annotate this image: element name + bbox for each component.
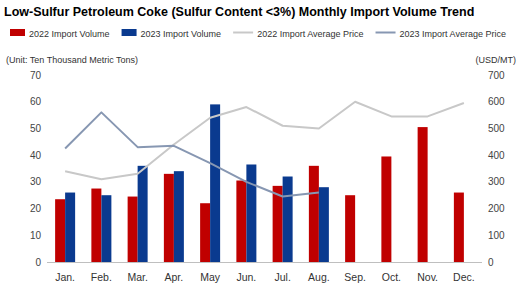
- x-tick-label: Nov.: [417, 271, 438, 283]
- x-tick-label: Apr.: [165, 271, 184, 283]
- line: [65, 112, 319, 196]
- y-tick: [44, 208, 47, 209]
- bar: [164, 174, 174, 262]
- y-tick: [44, 128, 47, 129]
- title: Low-Sulfur Petroleum Coke (Sulfur Conten…: [4, 5, 474, 19]
- legend-swatch: [10, 29, 25, 36]
- x-tick-label: Mar.: [127, 271, 147, 283]
- y2-tick: [482, 208, 485, 209]
- y-tick-label: 0: [35, 257, 41, 268]
- bar: [309, 166, 319, 262]
- chart: Low-Sulfur Petroleum Coke (Sulfur Conten…: [0, 0, 522, 297]
- bar: [418, 127, 428, 262]
- legend-swatch: [122, 29, 137, 36]
- y2-tick-label: 300: [488, 176, 505, 187]
- y2-tick: [482, 155, 485, 156]
- y2-tick-label: 700: [488, 70, 505, 81]
- y2-tick: [482, 101, 485, 102]
- line: [65, 102, 464, 179]
- y2-tick-label: 200: [488, 203, 505, 214]
- x-tick-label: Feb.: [91, 271, 112, 283]
- y2-tick-label: 100: [488, 230, 505, 241]
- x-tick-label: Sep.: [344, 271, 366, 283]
- x-axis: [47, 262, 482, 263]
- y2-tick: [482, 75, 485, 76]
- y-tick: [44, 155, 47, 156]
- legend-label: 2022 Import Average Price: [257, 29, 363, 39]
- y-tick: [44, 101, 47, 102]
- bar: [65, 193, 75, 262]
- y-tick-label: 40: [30, 150, 42, 161]
- bar: [283, 177, 293, 262]
- y2-tick: [482, 262, 485, 263]
- y-tick: [44, 75, 47, 76]
- bar: [345, 195, 355, 262]
- y-tick-label: 10: [30, 230, 42, 241]
- bar: [319, 187, 329, 262]
- bar: [246, 164, 256, 262]
- plot-area: [55, 102, 464, 262]
- bar: [273, 186, 283, 262]
- legend-label: 2023 Import Average Price: [400, 29, 506, 39]
- y-tick: [44, 262, 47, 263]
- legend-label: 2023 Import Volume: [141, 29, 222, 39]
- x-tick-label: Jun.: [236, 271, 256, 283]
- y2-tick-label: 0: [488, 257, 494, 268]
- bar: [138, 166, 148, 262]
- y2-tick-label: 400: [488, 150, 505, 161]
- bar: [174, 171, 184, 262]
- y2-axis-label: (USD/MT): [476, 55, 517, 65]
- x-tick-label: Jan.: [55, 271, 75, 283]
- y-axis-label: (Unit: Ten Thousand Metric Tons): [6, 55, 138, 65]
- bar: [55, 199, 65, 262]
- legend: 2022 Import Volume 2023 Import Volume 2022…: [10, 29, 506, 39]
- y2-tick-label: 600: [488, 96, 505, 107]
- x-tick-label: Oct.: [382, 271, 401, 283]
- legend-swatch: [376, 32, 396, 34]
- bar: [128, 197, 138, 262]
- y-tick: [44, 235, 47, 236]
- y-tick-label: 30: [30, 176, 42, 187]
- bar: [381, 156, 391, 262]
- bar: [91, 189, 101, 262]
- bar: [200, 203, 210, 262]
- bar: [454, 193, 464, 262]
- x-tick-label: May: [200, 271, 221, 283]
- y-tick-label: 50: [30, 123, 42, 134]
- bar: [101, 195, 111, 262]
- x-tick-label: Aug.: [308, 271, 330, 283]
- legend-label: 2022 Import Volume: [29, 29, 110, 39]
- legend-swatch: [233, 32, 253, 34]
- y2-tick-label: 500: [488, 123, 505, 134]
- y2-tick: [482, 181, 485, 182]
- x-tick-label: Jul.: [274, 271, 290, 283]
- bar: [210, 104, 220, 262]
- y-tick-label: 20: [30, 203, 42, 214]
- x-tick-label: Dec.: [453, 271, 475, 283]
- y2-tick: [482, 128, 485, 129]
- bar: [236, 181, 246, 262]
- y-tick-label: 60: [30, 96, 42, 107]
- y-tick: [44, 181, 47, 182]
- y-tick-label: 70: [30, 70, 42, 81]
- y2-tick: [482, 235, 485, 236]
